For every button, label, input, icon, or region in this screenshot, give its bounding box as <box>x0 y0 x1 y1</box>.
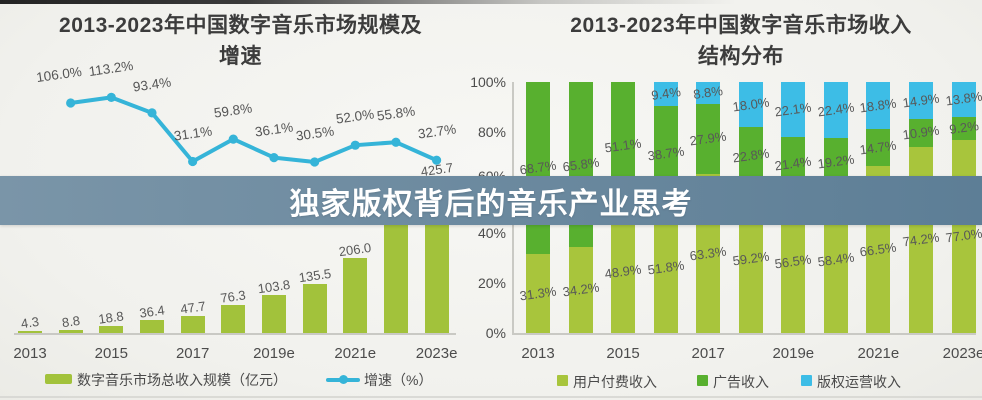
copyright-segment <box>653 82 678 106</box>
growth-value-label: 31.1% <box>172 122 213 144</box>
x-axis-label: 2015 <box>94 345 128 362</box>
y-axis-label: 80% <box>477 124 506 141</box>
x-axis-label: 2021e <box>334 345 377 362</box>
x-axis-label: 2019e <box>772 345 815 362</box>
photo-edge-bottom <box>0 396 982 398</box>
copyright-segment <box>696 82 721 105</box>
left-chart-baseline <box>14 333 456 335</box>
y-axis-label: 40% <box>477 224 506 241</box>
copyright-segment <box>951 82 976 117</box>
ads-swatch <box>697 375 708 386</box>
x-axis-label: 2023e <box>415 345 458 362</box>
revenue-bar <box>302 283 327 333</box>
left-chart-title-line1: 2013-2023年中国数字音乐市场规模及 <box>59 14 422 37</box>
left-chart-legend: 数字音乐市场总收入规模（亿元） 增速（%） <box>0 370 470 392</box>
growth-line-point <box>66 98 76 108</box>
ads-segment <box>526 82 550 255</box>
growth-line-dot-swatch <box>339 375 348 384</box>
growth-value-label: 59.8% <box>213 100 254 121</box>
copyright-segment <box>823 82 848 139</box>
x-axis-label: 2019e <box>253 345 295 362</box>
x-axis-label: 2013 <box>521 345 555 362</box>
x-axis-label: 2021e <box>857 345 900 362</box>
copyright-segment <box>781 82 806 138</box>
growth-value-label: 93.4% <box>131 74 172 95</box>
growth-line-point <box>147 108 157 118</box>
user-pay-segment <box>568 247 593 333</box>
user-pay-legend-label: 用户付费收入 <box>573 374 657 390</box>
growth-line-point <box>106 92 116 102</box>
right-chart-baseline <box>512 333 976 335</box>
growth-line-point <box>188 156 198 167</box>
ads-segment <box>908 119 933 147</box>
user-pay-segment <box>526 254 550 333</box>
revenue-bar <box>221 305 246 333</box>
copyright-swatch <box>801 375 812 386</box>
growth-line-point <box>350 140 360 150</box>
copyright-segment <box>866 82 891 130</box>
x-axis-label: 2017 <box>175 345 210 362</box>
ads-segment <box>738 127 763 185</box>
x-axis-label: 2015 <box>606 345 640 362</box>
growth-line-point <box>391 137 401 147</box>
y-axis-label: 100% <box>470 74 506 90</box>
ads-segment <box>696 104 721 175</box>
x-axis-label: 2013 <box>13 345 47 362</box>
right-chart-title-line1: 2013-2023年中国数字音乐市场收入 <box>570 14 912 37</box>
photo-edge-top <box>0 0 982 4</box>
banner-overlay: 独家版权背后的音乐产业思考 <box>0 176 982 225</box>
revenue-bar <box>99 326 124 333</box>
revenue-bar-swatch <box>45 374 72 384</box>
revenue-bar <box>383 216 408 333</box>
user-pay-swatch <box>557 375 568 386</box>
user-pay-segment <box>951 139 976 333</box>
x-axis-label: 2023e <box>942 345 982 362</box>
y-axis-label: 20% <box>477 274 506 291</box>
user-pay-segment <box>611 210 636 333</box>
revenue-bar <box>343 257 368 333</box>
growth-line-point <box>228 134 238 144</box>
revenue-bar <box>180 315 205 333</box>
revenue-bar <box>261 295 286 333</box>
copyright-segment <box>908 82 933 120</box>
revenue-bar <box>58 329 83 333</box>
growth-legend-label: 增速（%） <box>364 372 433 388</box>
growth-line-point <box>269 153 279 163</box>
ads-segment <box>951 116 976 140</box>
revenue-bar <box>18 331 42 333</box>
revenue-bar <box>139 319 164 333</box>
growth-value-label: 32.7% <box>416 121 457 142</box>
growth-line-point <box>310 157 320 167</box>
right-chart-title-line2: 结构分布 <box>698 45 784 68</box>
revenue-legend-label: 数字音乐市场总收入规模（亿元） <box>77 372 287 388</box>
ads-legend-label: 广告收入 <box>713 374 769 390</box>
ads-segment <box>866 129 891 167</box>
x-axis-label: 2017 <box>691 345 725 362</box>
copyright-segment <box>738 82 763 128</box>
copyright-legend-label: 版权运营收入 <box>817 374 901 390</box>
right-chart-legend: 用户付费收入 广告收入 版权运营收入 <box>500 372 982 394</box>
bar-value-label: 135.5 <box>297 265 332 285</box>
y-axis-label: 0% <box>485 325 506 341</box>
left-chart-title-line2: 增速 <box>219 45 262 68</box>
banner-text: 独家版权背后的音乐产业思考 <box>289 187 693 221</box>
